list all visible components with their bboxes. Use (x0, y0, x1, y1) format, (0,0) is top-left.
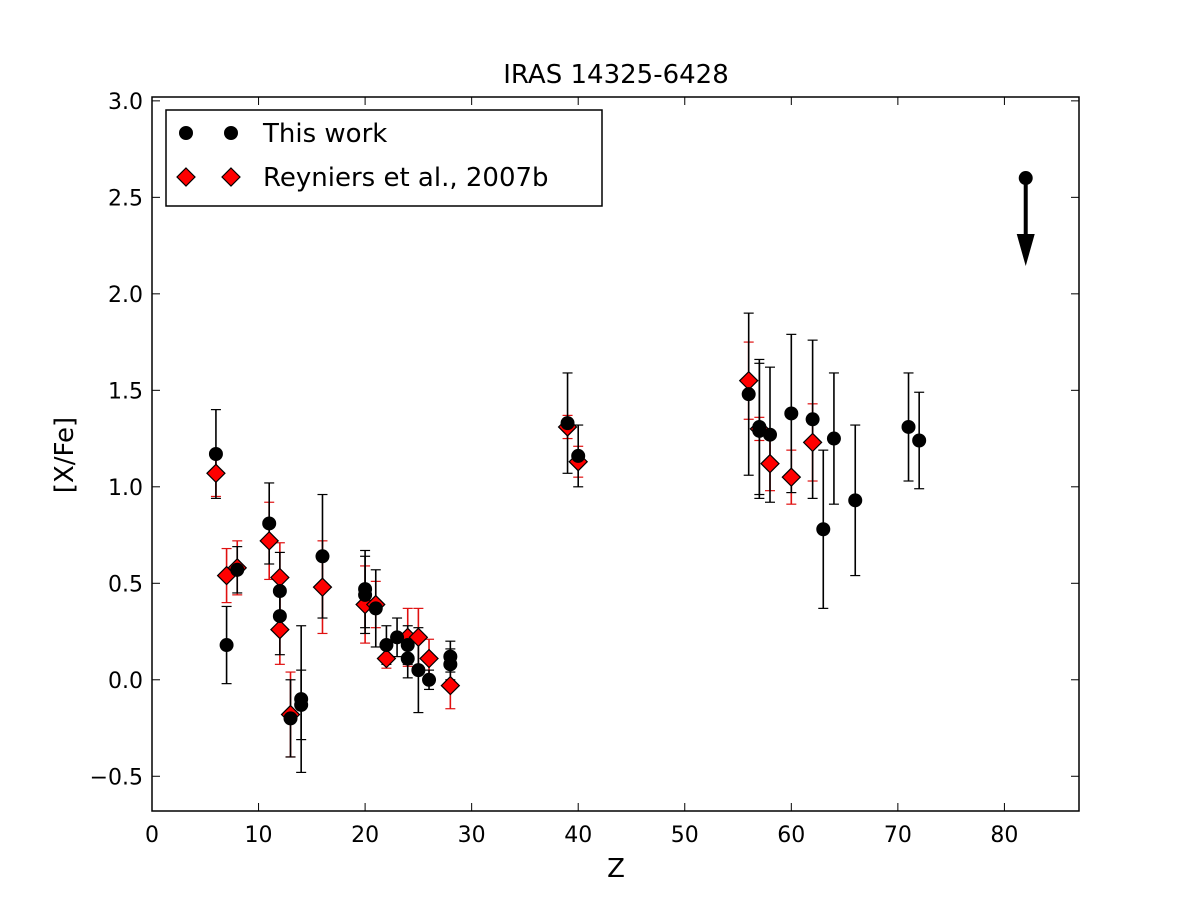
x-tick-label: 50 (671, 823, 699, 848)
legend-label: Reyniers et al., 2007b (263, 163, 549, 193)
legend-label: This work (262, 119, 387, 149)
y-tick-label: 1.0 (108, 476, 143, 501)
x-tick-label: 70 (884, 823, 912, 848)
this-work-data-point (805, 412, 820, 427)
this-work-data-point (560, 416, 575, 431)
legend-marker (224, 126, 238, 140)
legend-marker (176, 167, 196, 187)
this-work-data-point (784, 406, 799, 421)
reyniers-data-point (760, 453, 780, 474)
this-work-data-point (826, 431, 841, 446)
legend-box (165, 109, 603, 207)
chart-title: IRAS 14325-6428 (503, 60, 729, 90)
error-bars (210, 312, 925, 774)
x-tick-label: 40 (564, 823, 592, 848)
this-work-data-point (400, 651, 415, 666)
this-work-data-point (741, 387, 756, 402)
this-work-data-point (912, 433, 927, 448)
upper-limit-markers (1016, 171, 1035, 267)
this-work-data-point (219, 638, 234, 653)
reyniers-data-point (440, 675, 461, 696)
y-tick-label: 2.5 (108, 186, 143, 211)
reyniers-data-point (312, 577, 333, 597)
reyniers-data-point (259, 530, 280, 551)
y-tick-label: 0.0 (108, 669, 143, 694)
reyniers-data-point (206, 463, 226, 484)
legend-marker (179, 126, 193, 140)
this-work-data-point (294, 697, 309, 712)
y-axis-label: [X/Fe] (50, 417, 80, 493)
plot-frame (151, 96, 1080, 812)
this-work-data-point (358, 587, 373, 602)
x-tick-label: 30 (458, 823, 486, 848)
this-work-data-point (422, 672, 437, 687)
this-work-data-point (763, 427, 777, 442)
this-work-data-point (262, 516, 277, 531)
this-work-data-point (379, 638, 394, 653)
x-tick-label: 0 (145, 823, 159, 848)
this-work-data-point (272, 609, 287, 624)
x-axis-label: Z (607, 854, 625, 884)
reyniers-data-point (802, 432, 823, 453)
axis-ticks: 0 10 20 30 40 50 60 70 80 −0.5 0.0 0.5 1.0 1.5 2.0 2.5 3… (90, 90, 1079, 848)
this-work-data-point (848, 493, 863, 508)
this-work-data-point (283, 711, 298, 726)
reyniers-data-point (781, 467, 802, 488)
reyniers-data-point (270, 567, 290, 588)
this-work-data-point (400, 638, 415, 653)
this-work-data-point (443, 657, 458, 672)
x-tick-label: 10 (245, 823, 273, 848)
this-work-data-point (208, 447, 223, 461)
this-work-data-point (230, 562, 245, 577)
data-markers (206, 370, 927, 726)
upper-limit-arrow-head (1016, 234, 1035, 267)
y-tick-label: 1.5 (108, 379, 143, 404)
this-work-data-point (368, 601, 383, 616)
reyniers-data-point (419, 648, 439, 669)
legend-marker (221, 167, 241, 187)
y-tick-label: 3.0 (108, 90, 143, 115)
this-work-data-point (390, 630, 405, 645)
this-work-data-point (571, 448, 586, 463)
this-work-data-point (411, 663, 426, 678)
x-tick-label: 80 (990, 823, 1018, 848)
legend: This work Reyniers et al., 2007b (165, 109, 603, 207)
reyniers-data-point (376, 648, 397, 669)
y-tick-label: 0.5 (108, 572, 143, 597)
x-tick-label: 20 (351, 823, 379, 848)
reyniers-data-point (270, 619, 290, 640)
this-work-data-point (901, 419, 916, 434)
this-work-data-point (315, 549, 330, 564)
upper-limit-point (1018, 171, 1033, 186)
y-tick-label: −0.5 (90, 765, 143, 790)
this-work-data-point (816, 522, 831, 537)
reyniers-data-point (738, 370, 759, 391)
y-tick-label: 2.0 (108, 283, 143, 308)
this-work-data-point (272, 584, 287, 599)
x-tick-label: 60 (777, 823, 805, 848)
